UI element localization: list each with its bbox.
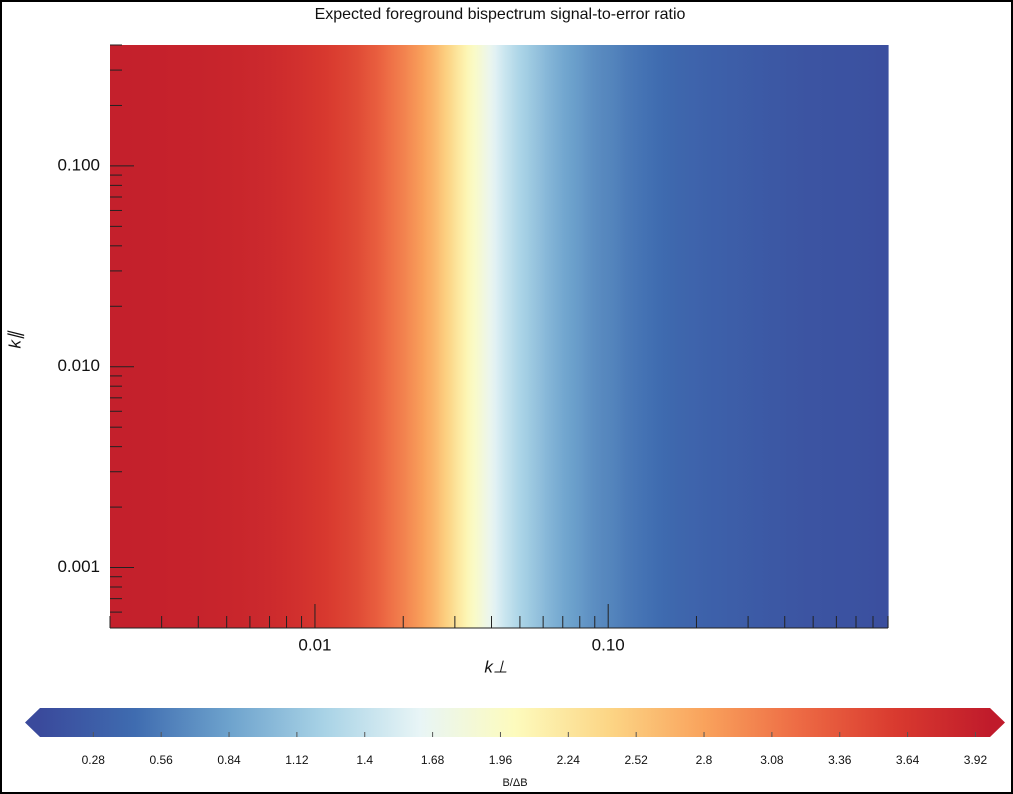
heatmap-column [583, 45, 603, 628]
y-axis-label: k∥ [5, 330, 24, 349]
heatmap-column [385, 45, 407, 628]
heatmap-column [179, 45, 214, 628]
heatmap-column [601, 45, 626, 628]
colorbar-label: B/ΔB [502, 777, 527, 789]
colorbar-tick-label: 3.92 [964, 753, 988, 767]
heatmap-column [438, 45, 454, 628]
heatmap-column [326, 45, 349, 628]
colorbar-tick-label: 2.24 [557, 753, 581, 767]
heatmap-column [366, 45, 387, 628]
heatmap-column [423, 45, 440, 628]
colorbar-arrow-low [25, 708, 40, 737]
heatmap-column [723, 45, 758, 628]
colorbar-tick-label: 2.52 [624, 753, 648, 767]
heatmap-column [867, 45, 889, 628]
colorbar [40, 708, 990, 737]
heatmap-column [466, 45, 482, 628]
heatmap-column [624, 45, 660, 628]
heatmap-column [827, 45, 868, 628]
colorbar-tick-label: 1.12 [285, 753, 309, 767]
x-tick-label: 0.10 [592, 635, 625, 654]
heatmap-column [452, 45, 468, 628]
heatmap-column [300, 45, 328, 628]
colorbar-tick-label: 3.64 [896, 753, 920, 767]
colorbar-tick-label: 0.84 [217, 753, 241, 767]
heatmap-column [692, 45, 725, 628]
colorbar-tick-label: 3.08 [760, 753, 784, 767]
heatmap-column [406, 45, 425, 628]
y-tick-label: 0.001 [57, 557, 100, 576]
y-tick-label: 0.010 [57, 356, 100, 375]
y-tick-label: 0.100 [57, 155, 100, 174]
heatmap-column [495, 45, 513, 628]
colorbar-tick-label: 0.56 [149, 753, 173, 767]
colorbar-tick-label: 2.8 [696, 753, 713, 767]
heatmap-column [757, 45, 792, 628]
x-tick-label: 0.01 [298, 635, 331, 654]
x-axis-label: k⊥ [484, 657, 507, 676]
heatmap-column [511, 45, 529, 628]
heatmap-column [110, 45, 137, 628]
chart-title: Expected foreground bispectrum signal-to… [315, 6, 686, 23]
heatmap-column [562, 45, 584, 628]
colorbar-tick-label: 0.28 [82, 753, 106, 767]
heatmap-column [791, 45, 828, 628]
heatmap-column [481, 45, 497, 628]
heatmap-column [212, 45, 239, 628]
heatmap-column [135, 45, 181, 628]
heatmap-column [528, 45, 546, 628]
colorbar-tick-label: 3.36 [828, 753, 852, 767]
colorbar-tick-label: 1.4 [356, 753, 373, 767]
colorbar-tick-label: 1.96 [489, 753, 513, 767]
heatmap-column [347, 45, 367, 628]
heatmap-column [658, 45, 693, 628]
colorbar-tick-label: 1.68 [421, 753, 445, 767]
colorbar-arrow-high [990, 708, 1005, 737]
heatmap-column [544, 45, 564, 628]
heatmap-column [268, 45, 302, 628]
heatmap-column [238, 45, 269, 628]
